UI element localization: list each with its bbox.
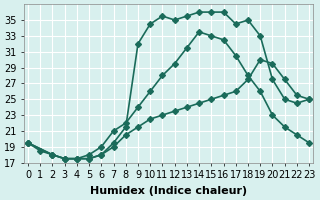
X-axis label: Humidex (Indice chaleur): Humidex (Indice chaleur) [90, 186, 247, 196]
